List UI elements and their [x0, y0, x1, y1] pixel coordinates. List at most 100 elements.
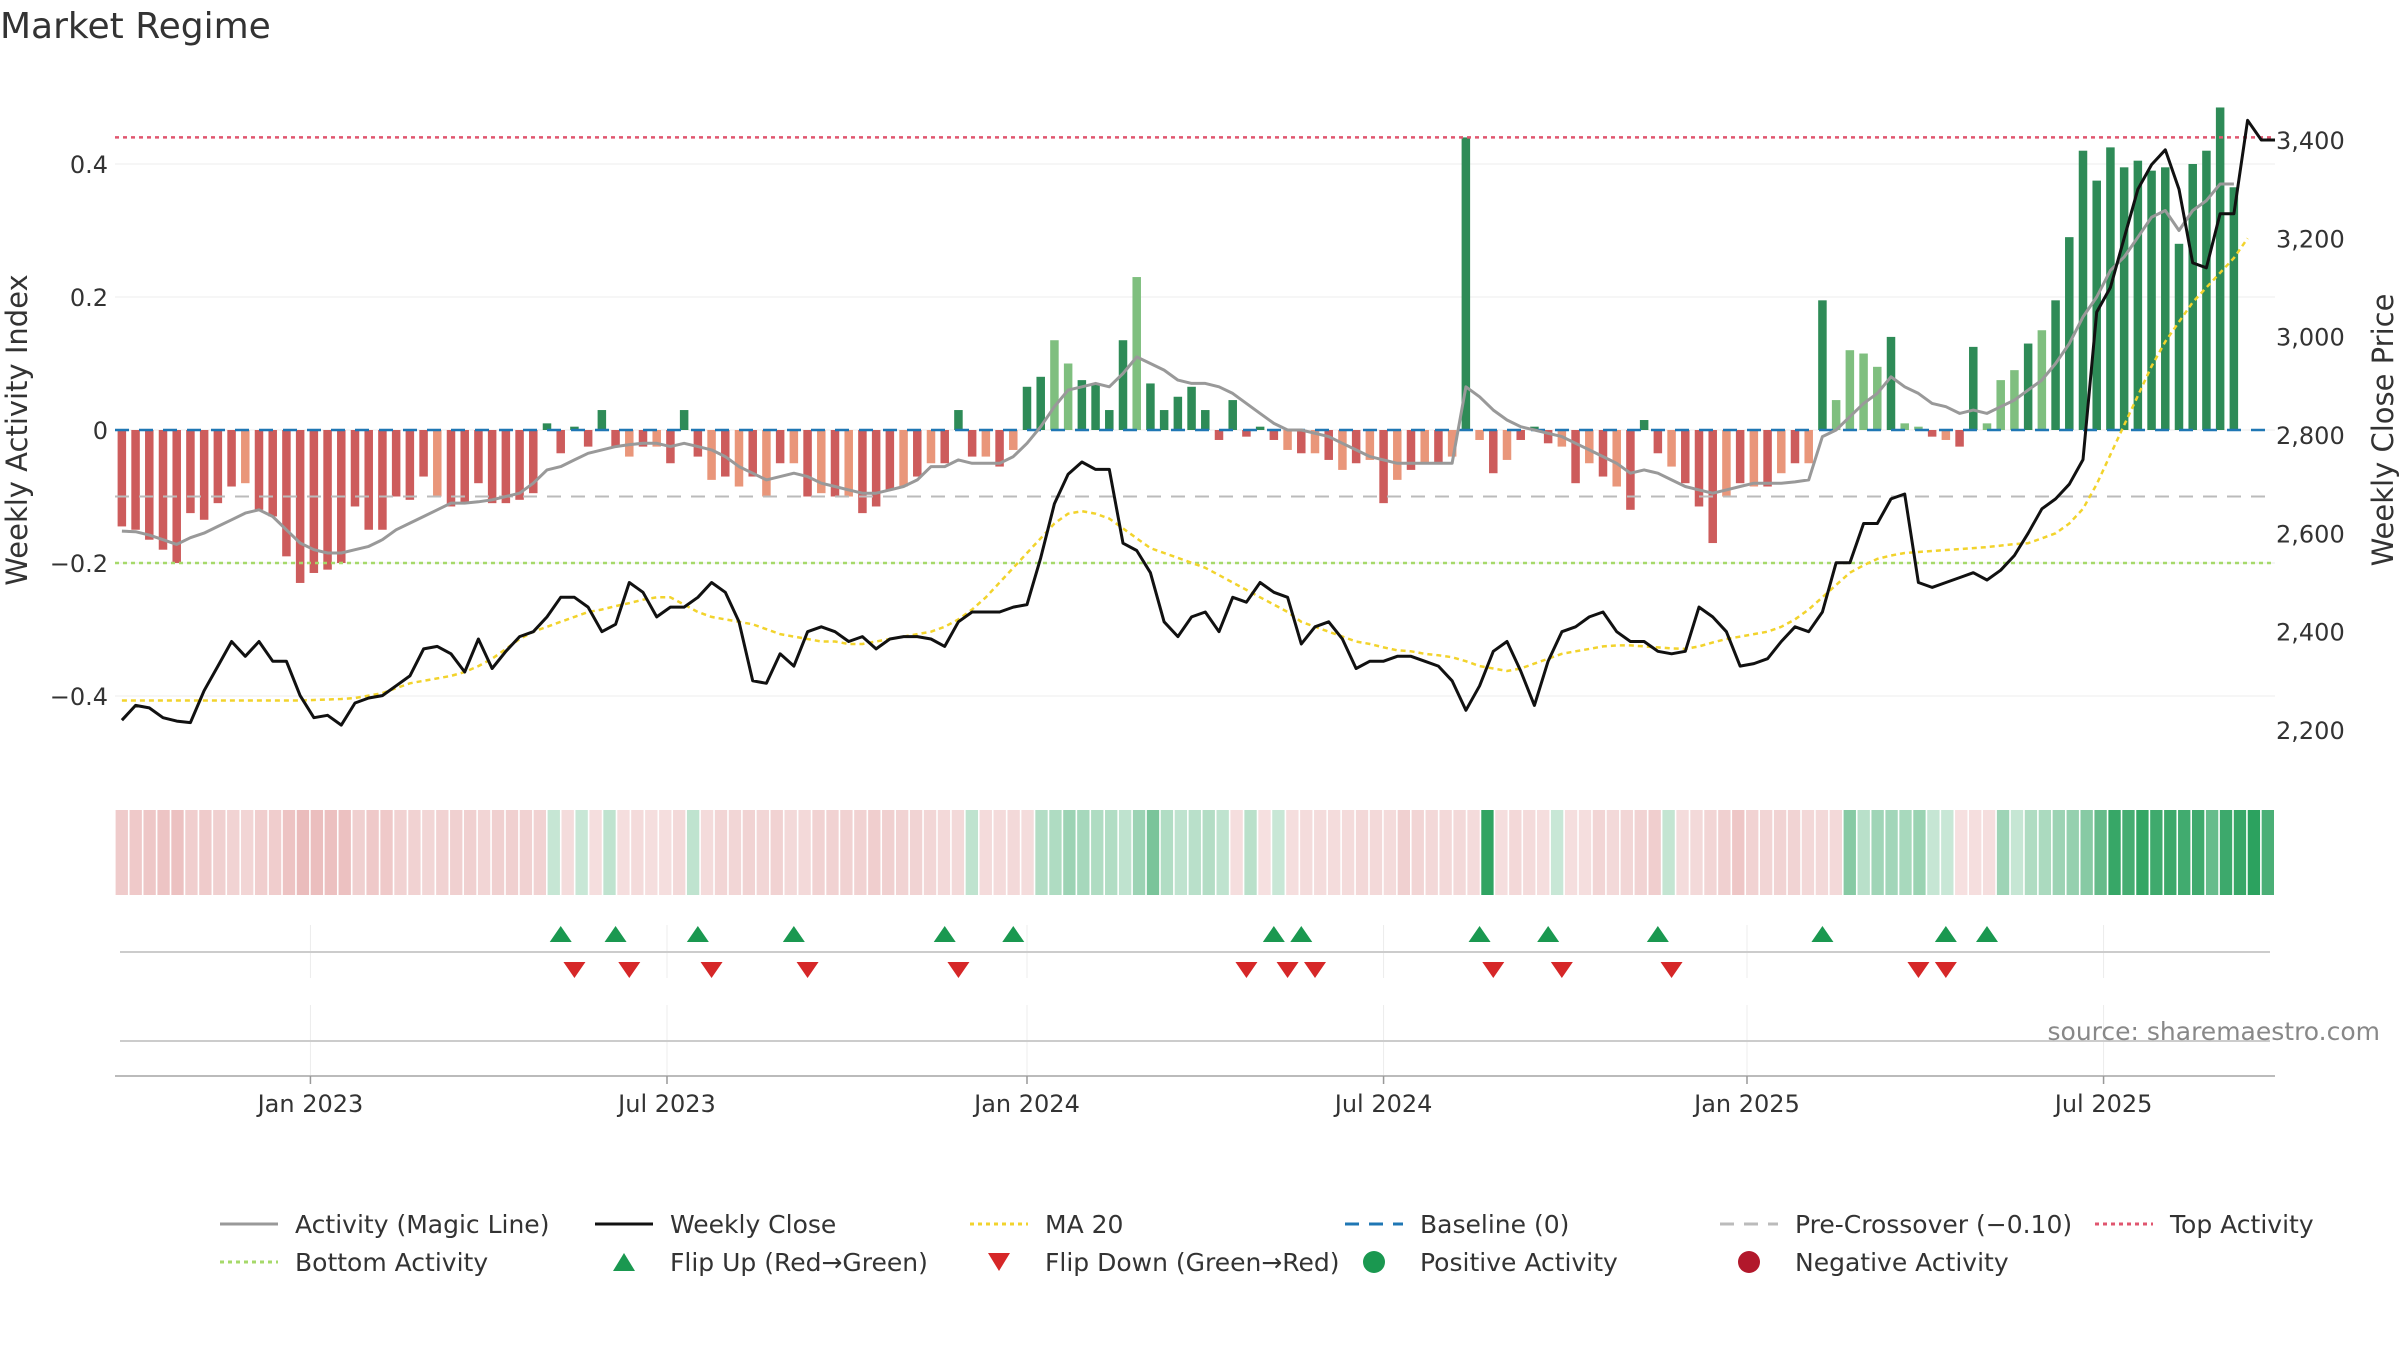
- legend-item: Weekly Close: [595, 1210, 836, 1239]
- regime-strip-cell: [1327, 810, 1341, 895]
- activity-bar: [1708, 430, 1717, 544]
- activity-bar: [611, 430, 620, 447]
- date-axis: Jan 2023 Jul 2023 Jan 2024 Jul 2024 Jan 2025…: [115, 1040, 2275, 1118]
- activity-bar: [913, 430, 922, 477]
- activity-bar: [1667, 430, 1676, 467]
- flip-down-marker: [1550, 962, 1573, 978]
- activity-bar: [967, 430, 977, 457]
- activity-bar: [1489, 430, 1498, 474]
- activity-bar: [1969, 346, 1978, 430]
- reference-lines: [115, 136, 2275, 565]
- regime-strip-cell: [1592, 810, 1606, 895]
- regime-strip-cell: [1982, 810, 1996, 895]
- activity-bar: [2119, 167, 2129, 430]
- activity-bar: [1077, 380, 1087, 430]
- activity-bar: [323, 430, 332, 570]
- x-tick-label: Jul 2025: [2053, 1090, 2153, 1118]
- activity-bar: [1091, 383, 1100, 430]
- activity-bar: [1585, 430, 1594, 464]
- regime-strip-cell: [533, 810, 546, 895]
- regime-strip-cell: [1927, 810, 1940, 895]
- regime-strip-cell: [603, 810, 616, 895]
- regime-strip-cell: [882, 810, 895, 895]
- activity-bar: [858, 430, 867, 514]
- activity-bar: [241, 430, 250, 484]
- y-tick-label: −0.4: [50, 683, 108, 711]
- activity-bar: [1310, 430, 1320, 454]
- flip-down-marker: [618, 962, 641, 978]
- x-tick-label: Jul 2024: [1333, 1090, 1433, 1118]
- regime-strip-cell: [923, 810, 937, 895]
- regime-strip-cell: [1397, 810, 1410, 895]
- regime-strip-cell: [2191, 810, 2205, 895]
- activity-bar: [1132, 277, 1141, 430]
- flip-up-marker: [1468, 926, 1491, 942]
- activity-bar: [1201, 410, 1210, 430]
- regime-strip-cell: [1035, 810, 1048, 895]
- regime-strip-cell: [1787, 810, 1801, 895]
- regime-strip-cell: [1676, 810, 1689, 895]
- legend-label: Baseline (0): [1420, 1210, 1569, 1239]
- activity-bar: [1681, 430, 1690, 484]
- regime-strip-cell: [1509, 810, 1522, 895]
- regime-strip-cell: [826, 810, 839, 895]
- activity-bar: [1941, 430, 1951, 440]
- regime-strip-cell: [1341, 810, 1355, 895]
- regime-strip-cell: [254, 810, 268, 895]
- regime-strip-cell: [352, 810, 365, 895]
- regime-strip-cell: [979, 810, 992, 895]
- legend-swatch: [613, 1253, 635, 1271]
- activity-bar: [2174, 243, 2184, 430]
- activity-bars: [117, 107, 2239, 583]
- regime-strip-cell: [1160, 810, 1174, 895]
- legend-label: Pre-Crossover (−0.10): [1795, 1210, 2072, 1239]
- flip-down-marker: [1907, 962, 1930, 978]
- regime-strip-cell: [1606, 810, 1620, 895]
- flip-up-marker: [933, 926, 956, 942]
- flip-down-marker: [700, 962, 723, 978]
- regime-strip-cell: [296, 810, 310, 895]
- regime-strip-cell: [227, 810, 240, 895]
- regime-strip-cell: [1495, 810, 1508, 895]
- flip-down-marker: [1304, 962, 1326, 978]
- regime-strip-cell: [659, 810, 672, 895]
- regime-strip-cell: [1021, 810, 1034, 895]
- legend-label: Negative Activity: [1795, 1248, 2009, 1277]
- regime-strip-cell: [310, 810, 324, 895]
- regime-strip-cell: [1564, 810, 1578, 895]
- regime-strip-cell: [895, 810, 909, 895]
- series-lines: [120, 118, 2275, 727]
- activity-bar: [145, 430, 154, 540]
- activity-bar: [1612, 430, 1621, 487]
- activity-bar: [940, 430, 949, 464]
- regime-strip-cell: [631, 810, 644, 895]
- activity-bar: [556, 430, 565, 454]
- legend-label: Activity (Magic Line): [295, 1210, 549, 1239]
- flip-up-marker: [1290, 926, 1313, 942]
- activity-bar: [844, 430, 853, 497]
- regime-strip-cell: [505, 810, 519, 895]
- activity-bar: [1434, 430, 1443, 464]
- regime-strip-cell: [491, 810, 505, 895]
- regime-strip-cell: [1300, 810, 1313, 895]
- y2-tick-label: 3,400: [2276, 127, 2345, 155]
- regime-strip-cell: [213, 810, 226, 895]
- flip-down-marker: [947, 962, 970, 978]
- activity-bar: [803, 430, 812, 497]
- regime-strip-cell: [1355, 810, 1369, 895]
- activity-bar: [1393, 430, 1402, 480]
- activity-bar: [762, 430, 771, 497]
- activity-bar: [871, 430, 881, 507]
- flip-down-marker: [796, 962, 819, 978]
- flip-up-marker: [1262, 926, 1285, 942]
- regime-strip-cell: [1188, 810, 1201, 895]
- activity-bar: [186, 430, 195, 514]
- regime-strip-cell: [2178, 810, 2191, 895]
- x-tick-label: Jul 2023: [616, 1090, 716, 1118]
- flip-up-marker: [1537, 926, 1560, 942]
- regime-strip-cell: [1899, 810, 1912, 895]
- legend-item: Bottom Activity: [220, 1248, 488, 1277]
- activity-bar: [597, 410, 607, 430]
- regime-strip-cell: [1007, 810, 1020, 895]
- regime-strip-cell: [2261, 810, 2274, 895]
